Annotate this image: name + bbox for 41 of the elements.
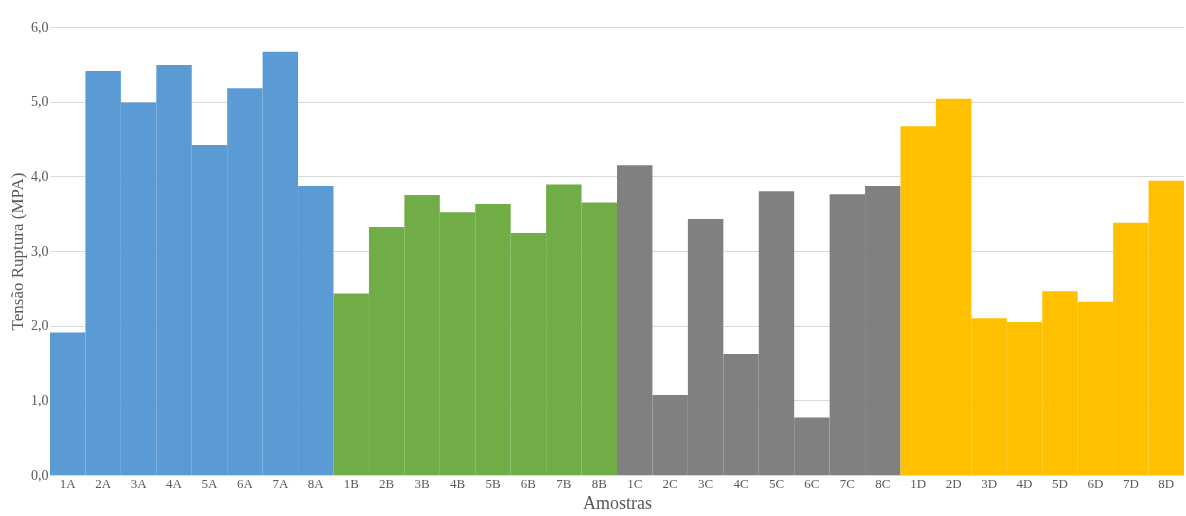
y-tick-label: 5,0 (31, 94, 49, 110)
y-axis-title: Tensão Ruptura (MPA) (8, 172, 27, 331)
x-tick-label: 6C (804, 475, 820, 491)
x-tick-label: 4A (166, 475, 183, 491)
x-tick-label: 6A (236, 475, 254, 491)
x-tick-label: 5C (768, 475, 785, 491)
x-tick-label: 1A (59, 475, 77, 491)
y-tick-label: 2,0 (31, 318, 49, 334)
x-tick-label: 6B (520, 475, 537, 491)
x-tick-label: 8B (591, 475, 608, 491)
y-tick-label: 4,0 (31, 168, 49, 184)
x-tick-label: 6D (1087, 475, 1104, 491)
x-tick-label: 2B (379, 475, 395, 491)
x-tick-label: 7C (839, 475, 855, 491)
x-axis-title: Amostras (583, 492, 652, 513)
x-tick-label: 5D (1052, 475, 1068, 491)
x-tick-label: 1D (910, 475, 927, 491)
y-tick-label: 0,0 (31, 467, 49, 483)
x-tick-label: 4B (449, 475, 466, 491)
x-tick-label: 7A (272, 475, 289, 491)
x-tick-label: 3B (414, 475, 431, 491)
x-tick-label: 3D (981, 475, 998, 491)
y-tick-label: 1,0 (31, 392, 49, 408)
x-tick-label: 3C (698, 475, 714, 491)
x-tick-label: 4D (1016, 475, 1033, 491)
x-tick-label: 2D (945, 475, 962, 491)
x-tick-label: 8C (875, 475, 891, 491)
x-tick-label: 2C (662, 475, 678, 491)
x-tick-label: 2A (95, 475, 112, 491)
x-tick-label: 7D (1122, 475, 1139, 491)
x-tick-label: 3A (130, 475, 148, 491)
x-tick-label: 7B (556, 475, 572, 491)
x-tick-label: 1B (343, 475, 360, 491)
x-tick-label: 8A (307, 475, 325, 491)
y-tick-label: 6,0 (31, 19, 49, 35)
x-tick-label: 4C (733, 475, 749, 491)
x-tick-label: 5A (201, 475, 219, 491)
x-tick-label: 5B (485, 475, 501, 491)
x-tick-label: 8D (1158, 475, 1175, 491)
y-tick-label: 3,0 (31, 243, 49, 259)
x-tick-label: 1C (627, 475, 643, 491)
